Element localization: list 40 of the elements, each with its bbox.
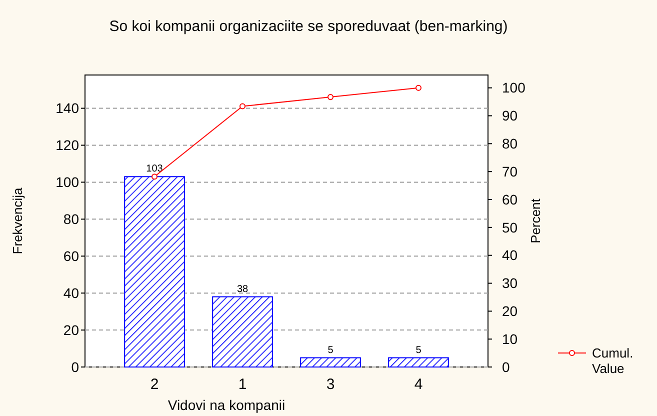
legend-label: Cumul. Value <box>592 346 634 376</box>
bar <box>300 357 361 368</box>
chart-title: So koi kompanii organizaciite se sporeduvaat (ben-marking) <box>109 18 508 35</box>
y2-tick-label: 30 <box>502 275 518 292</box>
bar <box>388 357 449 368</box>
y2-tick-label: 60 <box>502 191 518 208</box>
y-tick-label: 20 <box>63 322 80 338</box>
y2-tick-label: 0 <box>502 358 510 375</box>
bar <box>124 176 185 368</box>
data-label: 38 <box>236 284 249 295</box>
y-tick-label: 140 <box>56 100 80 116</box>
point <box>415 84 422 91</box>
y-tick-label: 100 <box>56 174 80 190</box>
y2-tick-label: 40 <box>502 247 518 264</box>
data-label: 5 <box>328 344 334 356</box>
x-tick-label: 1 <box>238 376 247 393</box>
x-tick-label: 3 <box>326 376 335 393</box>
y-tick-label: 60 <box>63 248 80 264</box>
y-tick-label: 0 <box>71 358 80 375</box>
y-tick-label: 120 <box>56 137 80 154</box>
x-tick-label: 4 <box>414 376 423 393</box>
y2-tick-label: 70 <box>502 163 518 180</box>
point <box>151 174 158 180</box>
y2-tick-label: 90 <box>502 108 518 124</box>
point <box>327 94 334 100</box>
x-tick-label: 2 <box>150 376 159 393</box>
data-label: 5 <box>416 344 422 356</box>
bar <box>212 296 273 368</box>
y-axis-title: Frekvencija <box>10 187 25 254</box>
y2-tick-label: 20 <box>502 303 518 320</box>
y2-tick-label: 50 <box>502 219 518 236</box>
data-label: 103 <box>146 164 164 175</box>
y2-axis-title: Percent <box>528 198 543 244</box>
y-tick-label: 40 <box>63 284 80 301</box>
y-tick-label: 80 <box>63 211 80 228</box>
y2-tick-label: 80 <box>502 136 518 152</box>
x-axis-title: Vidovi na kompanii <box>168 397 286 413</box>
point <box>239 103 246 110</box>
y2-tick-label: 100 <box>502 80 526 96</box>
y2-tick-label: 10 <box>502 330 518 347</box>
